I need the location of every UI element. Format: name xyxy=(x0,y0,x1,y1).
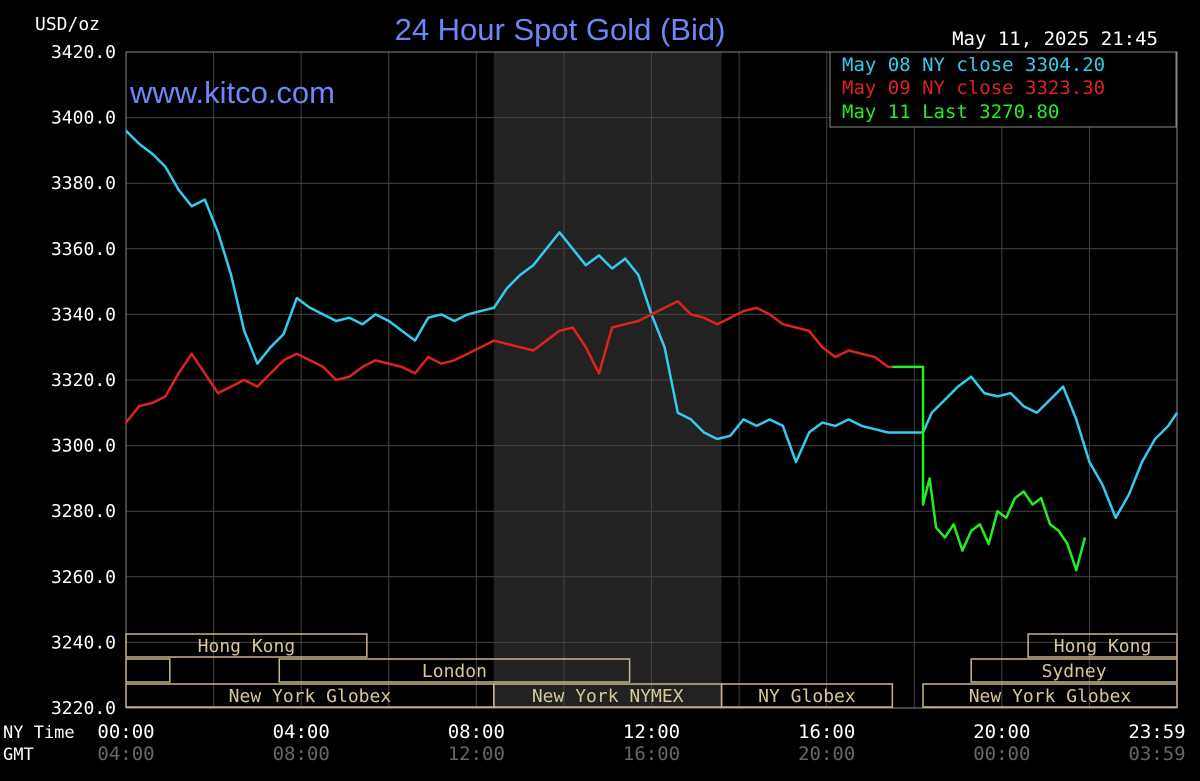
session-label: New York Globex xyxy=(229,686,392,707)
session-label: New York Globex xyxy=(969,686,1132,707)
session-label: Hong Kong xyxy=(1054,636,1152,657)
x-row-label-ny: NY Time xyxy=(3,723,75,743)
y-axis-unit: USD/oz xyxy=(35,14,100,35)
session-label: London xyxy=(422,661,487,682)
session-label: Sydney xyxy=(1042,661,1107,682)
session-label: Hong Kong xyxy=(198,636,296,657)
trading-sessions: Hong Kong London New York Globex New York N… xyxy=(125,633,1178,708)
x-tick-label-gmt: 03:59 xyxy=(1128,743,1185,765)
x-tick-label-ny: 23:59 xyxy=(1128,721,1185,743)
y-tick-label: 3280.0 xyxy=(51,501,116,522)
y-tick-label: 3240.0 xyxy=(51,632,116,653)
legend-box xyxy=(829,51,1177,128)
x-tick-label-ny: 04:00 xyxy=(273,721,330,743)
session-box xyxy=(125,633,368,658)
x-tick-label-gmt: 04:00 xyxy=(97,743,154,765)
series-lines xyxy=(125,129,1179,572)
x-tick-label-ny: 20:00 xyxy=(973,721,1030,743)
grid xyxy=(126,52,1177,708)
x-tick-label-gmt: 12:00 xyxy=(448,743,505,765)
x-tick-labels: 00:00 04:00 08:00 12:00 16:00 20:00 23:5904:00… xyxy=(97,721,1185,765)
y-tick-label: 3420.0 xyxy=(51,42,116,63)
legend-entry-may08: May 08 NY close 3304.20 xyxy=(842,54,1105,76)
y-tick-label: 3360.0 xyxy=(51,239,116,260)
legend-entry-may09: May 09 NY close 3323.30 xyxy=(842,77,1105,99)
x-tick-label-gmt: 00:00 xyxy=(973,743,1030,765)
x-tick-label-ny: 08:00 xyxy=(448,721,505,743)
session-box xyxy=(922,683,1178,708)
y-tick-label: 3300.0 xyxy=(51,436,116,457)
session-box xyxy=(125,658,171,683)
chart-title: 24 Hour Spot Gold (Bid) xyxy=(395,12,726,47)
x-tick-label-gmt: 16:00 xyxy=(623,743,680,765)
y-tick-label: 3400.0 xyxy=(51,108,116,129)
x-tick-label-gmt: 08:00 xyxy=(273,743,330,765)
session-box xyxy=(720,683,894,708)
x-tick-label-ny: 16:00 xyxy=(798,721,855,743)
x-row-label-gmt: GMT xyxy=(3,745,34,765)
x-tick-label-gmt: 20:00 xyxy=(798,743,855,765)
session-label: New York NYMEX xyxy=(532,686,684,707)
watermark: www.kitco.com xyxy=(129,75,335,110)
session-box xyxy=(1027,633,1178,658)
x-tick-label-ny: 00:00 xyxy=(97,721,154,743)
legend: May 08 NY close 3304.20 May 09 NY close … xyxy=(829,51,1177,128)
series-line-1 xyxy=(125,300,893,424)
legend-entry-may11: May 11 Last 3270.80 xyxy=(842,101,1059,123)
y-tick-labels: 3420.0 3400.0 3380.0 3360.0 3340.0 3320.0 3300… xyxy=(51,42,116,719)
series-line-2 xyxy=(892,365,1087,572)
y-tick-label: 3340.0 xyxy=(51,304,116,325)
session-label: NY Globex xyxy=(758,686,856,707)
y-tick-label: 3220.0 xyxy=(51,698,116,719)
y-tick-label: 3320.0 xyxy=(51,370,116,391)
x-tick-label-ny: 12:00 xyxy=(623,721,680,743)
timestamp: May 11, 2025 21:45 xyxy=(952,28,1158,50)
y-tick-label: 3380.0 xyxy=(51,173,116,194)
plot-frame xyxy=(125,51,1178,709)
session-box xyxy=(278,658,631,683)
session-box xyxy=(970,658,1178,683)
y-tick-label: 3260.0 xyxy=(51,567,116,588)
